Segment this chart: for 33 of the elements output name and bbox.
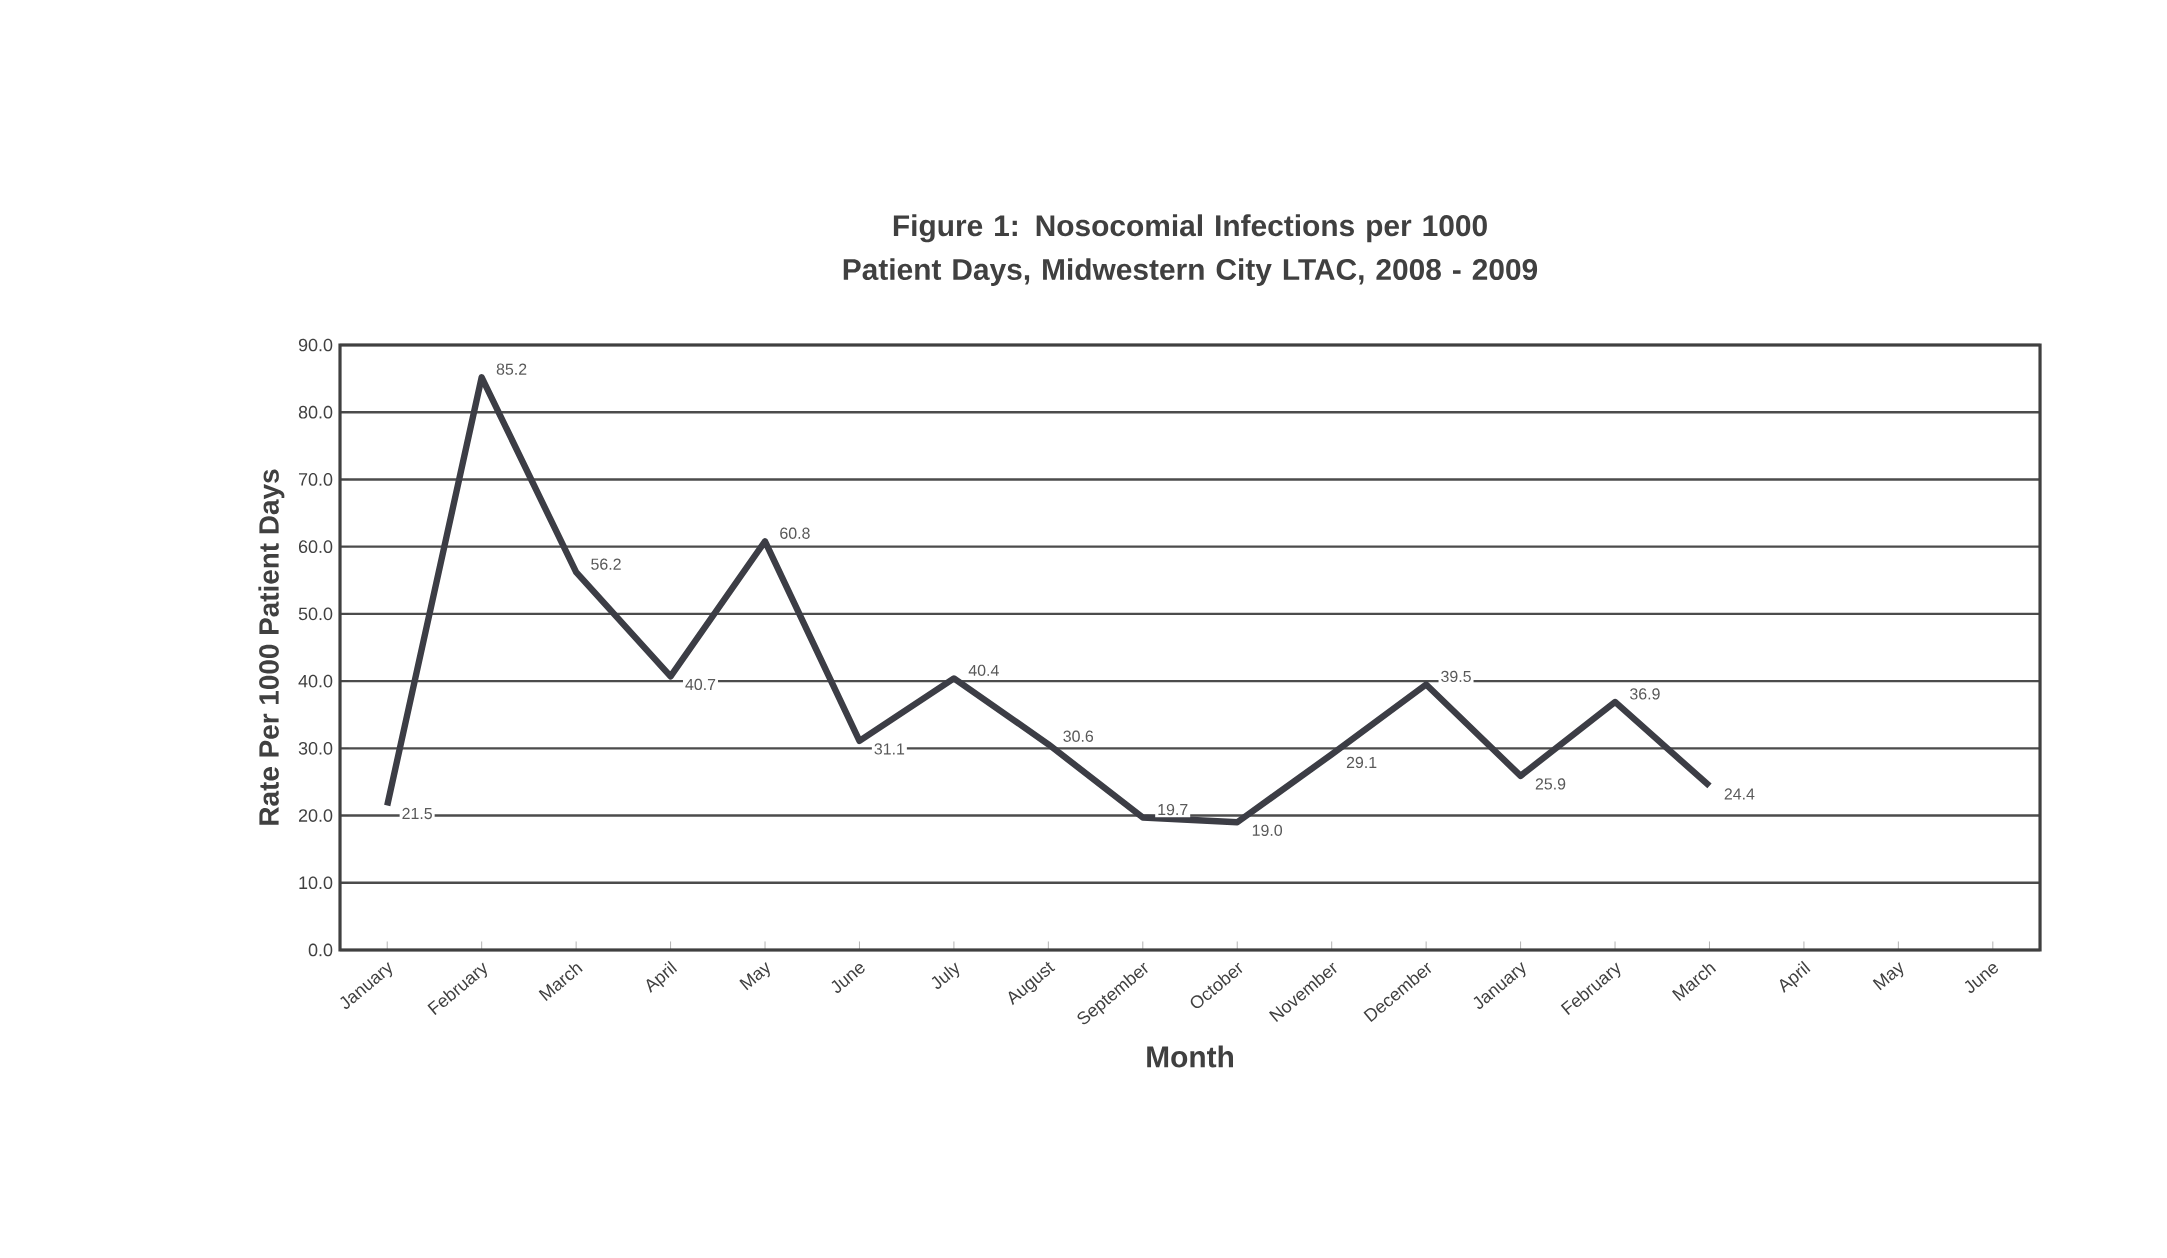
y-tick-label: 90.0 (298, 338, 333, 352)
data-label: 31.1 (874, 743, 905, 755)
x-tick-label: June (1964, 964, 1998, 993)
x-tick-label: May (739, 962, 770, 991)
data-label: 40.4 (968, 664, 999, 677)
data-label: 21.5 (402, 807, 432, 820)
x-tick-label: June (831, 964, 865, 993)
x-tick-label: May (1872, 962, 1904, 991)
data-label: 39.5 (1441, 670, 1471, 683)
x-axis-title: Month (1147, 1045, 1233, 1068)
data-label: 24.4 (1724, 788, 1755, 800)
x-tick-label: July (931, 962, 960, 989)
y-tick-label: 60.0 (298, 540, 333, 554)
y-tick-label: 10.0 (299, 876, 333, 890)
y-axis-title: Rate Per 1000 Patient Days (258, 469, 285, 825)
y-tick-label: 20.0 (298, 809, 333, 822)
y-tick-label: 50.0 (298, 607, 333, 621)
data-label: 30.6 (1063, 730, 1094, 742)
chart-title: Figure 1: Nosocomial Infections per 1000 Patient Days, Midwestern City LTAC, 2008 - 2009 (843, 214, 1538, 286)
y-tick-label: 0.0 (308, 943, 333, 957)
data-label: 36.9 (1630, 688, 1660, 700)
data-label: 85.2 (496, 363, 527, 375)
data-label: 56.2 (591, 558, 621, 570)
y-tick-label: 70.0 (298, 473, 333, 486)
data-label: 60.8 (780, 527, 810, 539)
y-tick-label: 30.0 (298, 741, 333, 755)
data-label: 40.7 (685, 678, 716, 691)
y-tick-label: 40.0 (298, 674, 333, 688)
data-label: 29.1 (1346, 756, 1377, 769)
y-tick-label: 80.0 (298, 405, 333, 419)
data-label: 19.0 (1252, 824, 1283, 836)
data-label: 25.9 (1535, 778, 1566, 790)
data-label: 19.7 (1158, 803, 1188, 816)
